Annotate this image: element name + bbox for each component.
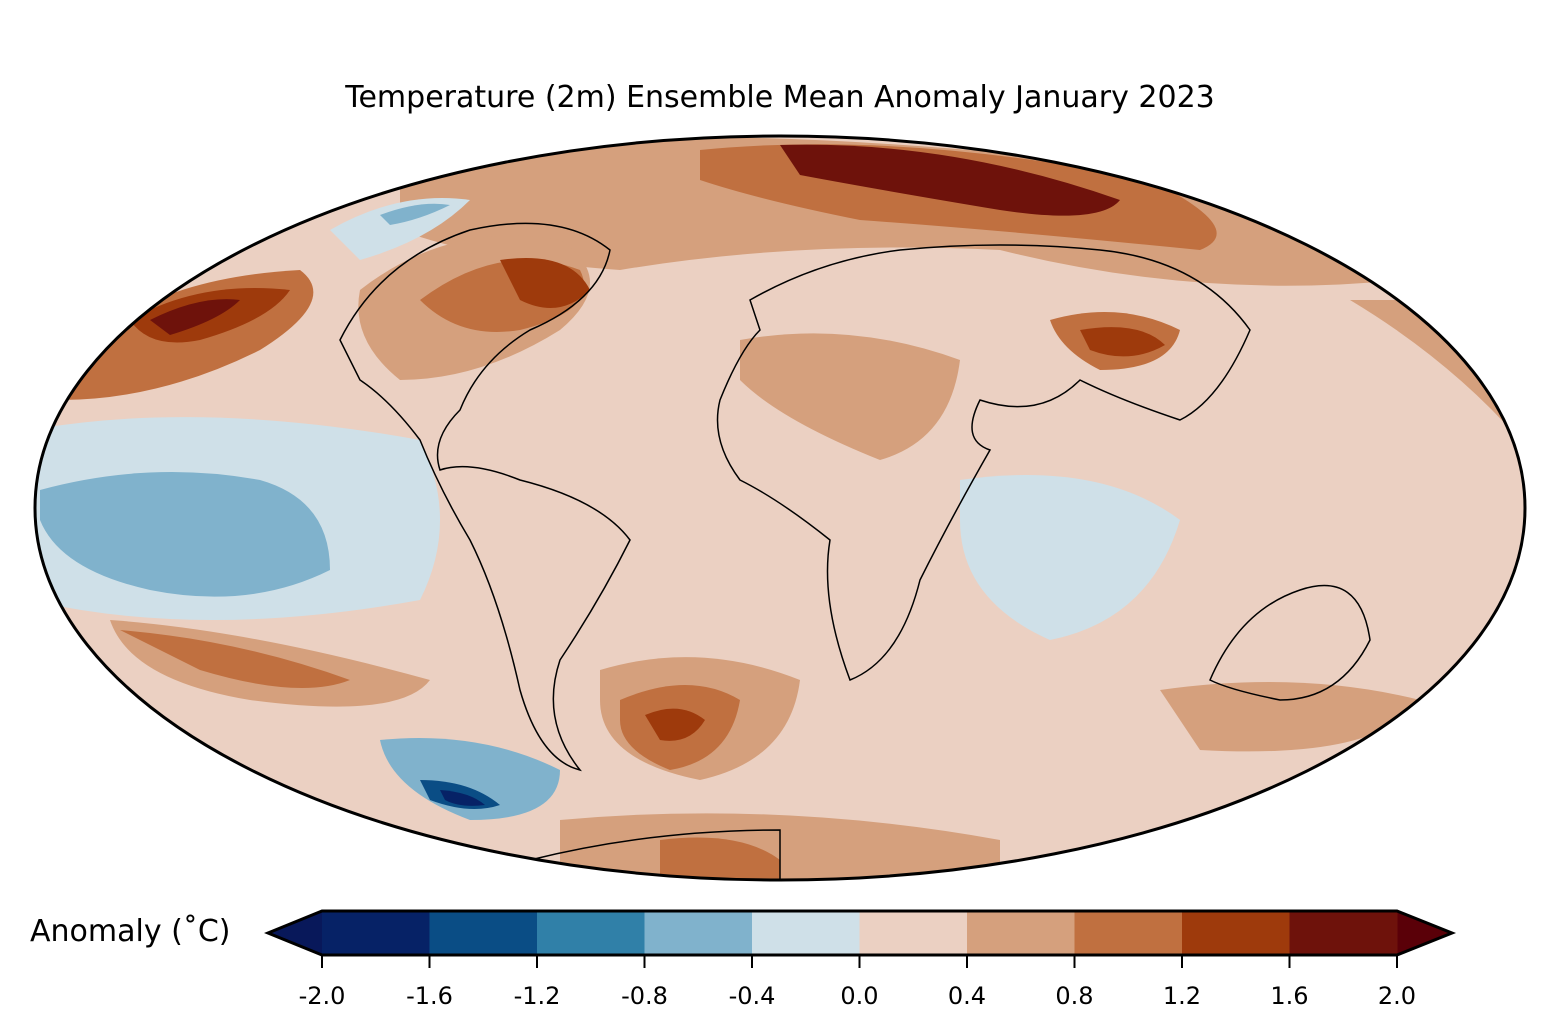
colorbar-bin — [1074, 911, 1183, 955]
colorbar-bin — [429, 911, 538, 955]
colorbar-bin — [1289, 911, 1398, 955]
colorbar-tick-label: 1.2 — [1162, 982, 1202, 1010]
colorbar-label: Anomaly (˚C) — [30, 914, 231, 949]
colorbar-bin — [752, 911, 860, 955]
colorbar-tick-label: -2.0 — [298, 982, 346, 1010]
colorbar-tick-label: 0.8 — [1055, 982, 1094, 1010]
colorbar-tick-label: 1.6 — [1270, 982, 1309, 1010]
colorbar-extend-high — [1397, 911, 1452, 955]
colorbar-tick-label: 0.0 — [840, 982, 879, 1010]
colorbar-bin — [967, 911, 1075, 955]
colorbar-tick-label: -0.8 — [621, 982, 668, 1010]
colorbar-tick-label: -1.6 — [406, 982, 453, 1010]
colorbar-bin — [644, 911, 753, 955]
colorbar-tick-label: 2.0 — [1377, 982, 1417, 1010]
globe-outline — [33, 134, 1527, 882]
colorbar-tick-label: -1.2 — [513, 982, 561, 1010]
colorbar-bin — [322, 911, 430, 955]
colorbar-bin — [1182, 911, 1290, 955]
colorbar-bin — [537, 911, 645, 955]
chart-title: Temperature (2m) Ensemble Mean Anomaly J… — [345, 80, 1215, 115]
colorbar — [264, 909, 1457, 968]
colorbar-tick-label: 0.4 — [947, 982, 987, 1010]
colorbar-extend-low — [268, 911, 322, 955]
colorbar-tick-label: -0.4 — [728, 982, 776, 1010]
colorbar-bin — [859, 911, 968, 955]
